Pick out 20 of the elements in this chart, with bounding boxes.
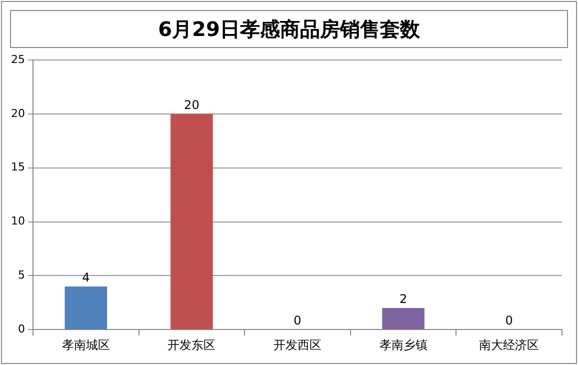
x-tick-label: 南大经济区 <box>479 338 540 352</box>
data-label: 2 <box>399 292 408 306</box>
chart-title: 6月29日孝感商品房销售套数 <box>10 10 568 48</box>
bar <box>64 286 108 330</box>
bar <box>382 308 424 330</box>
y-tick-label: 20 <box>10 106 25 120</box>
x-tick-label: 孝南城区 <box>62 338 110 352</box>
data-label: 4 <box>82 270 90 285</box>
y-tick-label: 25 <box>10 52 25 66</box>
y-tick-label: 0 <box>18 322 25 336</box>
x-tick-label: 孝南乡镇 <box>379 338 428 352</box>
data-label: 0 <box>294 314 302 328</box>
data-label: 0 <box>505 314 513 328</box>
x-tick-label: 开发西区 <box>274 338 322 352</box>
bar <box>170 114 213 330</box>
y-tick-label: 5 <box>18 268 25 282</box>
data-label: 20 <box>184 98 200 112</box>
x-tick-label: 开发东区 <box>168 338 216 352</box>
y-tick-label: 10 <box>10 214 25 228</box>
y-tick-label: 15 <box>10 160 25 174</box>
